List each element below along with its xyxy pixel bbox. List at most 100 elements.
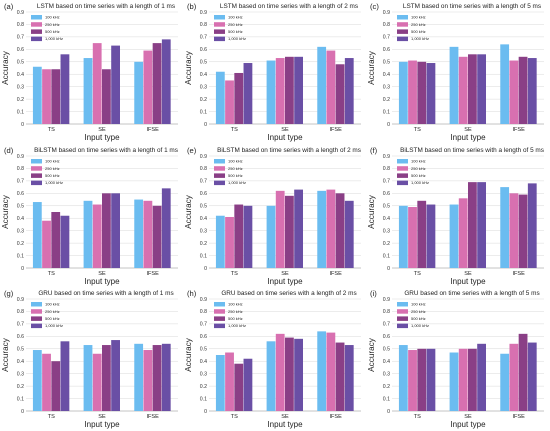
x-tick-label: TS bbox=[48, 127, 55, 133]
y-tick-label: 0.5 bbox=[200, 60, 207, 66]
bar bbox=[417, 200, 427, 268]
bar bbox=[215, 71, 225, 124]
bar bbox=[152, 345, 162, 411]
bar bbox=[344, 345, 354, 411]
bar bbox=[468, 182, 477, 268]
bar bbox=[518, 194, 528, 268]
legend-swatch bbox=[397, 29, 408, 34]
legend-swatch bbox=[397, 36, 408, 42]
legend-label: 100 kHz bbox=[45, 159, 60, 164]
bar bbox=[398, 205, 408, 268]
x-tick-label: IFSE bbox=[146, 127, 159, 133]
bar bbox=[477, 343, 486, 411]
y-tick-label: 0.2 bbox=[200, 241, 207, 247]
bar bbox=[335, 64, 345, 124]
bar bbox=[234, 363, 244, 411]
bar bbox=[234, 72, 244, 124]
y-axis-label: Accuracy bbox=[184, 50, 193, 85]
x-axis-label: Input type bbox=[450, 277, 486, 286]
y-axis-label: Accuracy bbox=[367, 337, 376, 372]
y-axis-label: Accuracy bbox=[367, 50, 376, 85]
y-tick-label: 0.2 bbox=[383, 97, 390, 103]
bar bbox=[500, 353, 510, 411]
x-axis-label: Input type bbox=[267, 277, 303, 286]
legend-swatch bbox=[397, 302, 408, 307]
bar bbox=[111, 45, 120, 124]
legend: 100 kHz 250 kHz 500 kHz 1,000 kHz bbox=[214, 159, 246, 186]
bar bbox=[60, 54, 70, 124]
y-tick-label: 0.4 bbox=[17, 216, 24, 222]
y-tick-label: 0.8 bbox=[383, 22, 390, 28]
bar bbox=[32, 202, 42, 268]
x-axis-label: Input type bbox=[84, 133, 120, 142]
x-tick-label: SE bbox=[281, 271, 289, 277]
legend-label: 1,000 kHz bbox=[411, 180, 429, 185]
x-tick-label: IFSE bbox=[329, 127, 342, 133]
legend-label: 500 kHz bbox=[45, 29, 60, 34]
x-tick-label: SE bbox=[464, 271, 472, 277]
bar bbox=[134, 61, 144, 124]
bar bbox=[225, 80, 234, 124]
bar bbox=[408, 60, 417, 124]
x-tick-label: SE bbox=[281, 127, 289, 133]
legend-label: 100 kHz bbox=[45, 15, 60, 20]
bar bbox=[468, 348, 477, 411]
bar bbox=[468, 54, 477, 124]
x-tick-label: TS bbox=[414, 271, 421, 277]
y-tick-label: 0.8 bbox=[17, 309, 24, 315]
y-tick-label: 0.8 bbox=[383, 309, 390, 315]
legend-label: 1,000 kHz bbox=[228, 323, 246, 328]
bar bbox=[266, 341, 276, 411]
chart-panel: (f) BiLSTM based on time series with a le… bbox=[367, 146, 544, 286]
y-tick-label: 0.9 bbox=[200, 154, 207, 160]
legend-label: 1,000 kHz bbox=[45, 180, 63, 185]
y-tick-label: 0.8 bbox=[200, 309, 207, 315]
legend-swatch bbox=[214, 15, 225, 20]
y-tick-label: 0.4 bbox=[200, 72, 207, 78]
legend-label: 250 kHz bbox=[45, 166, 60, 171]
y-tick-label: 0.5 bbox=[383, 347, 390, 353]
chart-panel: (i) GRU based on time series with a lengt… bbox=[367, 289, 544, 429]
bar bbox=[143, 350, 153, 411]
legend-label: 250 kHz bbox=[45, 22, 60, 27]
legend-label: 1,000 kHz bbox=[228, 36, 246, 41]
bar bbox=[134, 199, 144, 268]
bar bbox=[449, 46, 459, 124]
legend-swatch bbox=[214, 302, 225, 307]
bar bbox=[449, 204, 459, 268]
y-tick-label: 0.1 bbox=[17, 253, 24, 259]
y-tick-label: 0.6 bbox=[383, 334, 390, 340]
bar bbox=[266, 60, 276, 124]
bar bbox=[32, 66, 42, 124]
legend-label: 100 kHz bbox=[228, 159, 243, 164]
y-tick-label: 0.4 bbox=[17, 359, 24, 365]
legend-swatch bbox=[214, 173, 225, 178]
bar bbox=[527, 58, 537, 124]
x-tick-label: IFSE bbox=[146, 271, 159, 277]
legend: 100 kHz 250 kHz 500 kHz 1,000 kHz bbox=[31, 15, 63, 41]
legend-swatch bbox=[31, 15, 42, 20]
x-tick-label: IFSE bbox=[512, 127, 525, 133]
y-tick-label: 0.9 bbox=[200, 10, 207, 16]
x-axis-label: Input type bbox=[84, 420, 120, 429]
bar bbox=[42, 220, 51, 268]
legend-swatch bbox=[214, 323, 225, 329]
y-tick-label: 0 bbox=[204, 409, 207, 415]
panel-title: BiLSTM based on time series with a lengt… bbox=[217, 147, 361, 154]
bar bbox=[215, 355, 225, 411]
x-tick-label: IFSE bbox=[329, 414, 342, 420]
y-tick-label: 0.1 bbox=[17, 109, 24, 115]
bar bbox=[111, 340, 120, 411]
y-tick-label: 0.1 bbox=[200, 109, 207, 115]
bar bbox=[275, 58, 285, 124]
panel-label: (a) bbox=[4, 2, 14, 11]
chart-panel: (b) LSTM based on time series with a leng… bbox=[184, 2, 361, 142]
bar bbox=[83, 200, 93, 268]
x-tick-label: TS bbox=[231, 271, 238, 277]
legend-swatch bbox=[397, 180, 408, 186]
y-tick-label: 0.2 bbox=[383, 384, 390, 390]
legend-label: 100 kHz bbox=[228, 302, 243, 307]
bar bbox=[294, 338, 303, 411]
legend-swatch bbox=[214, 166, 225, 171]
legend-swatch bbox=[214, 180, 225, 186]
